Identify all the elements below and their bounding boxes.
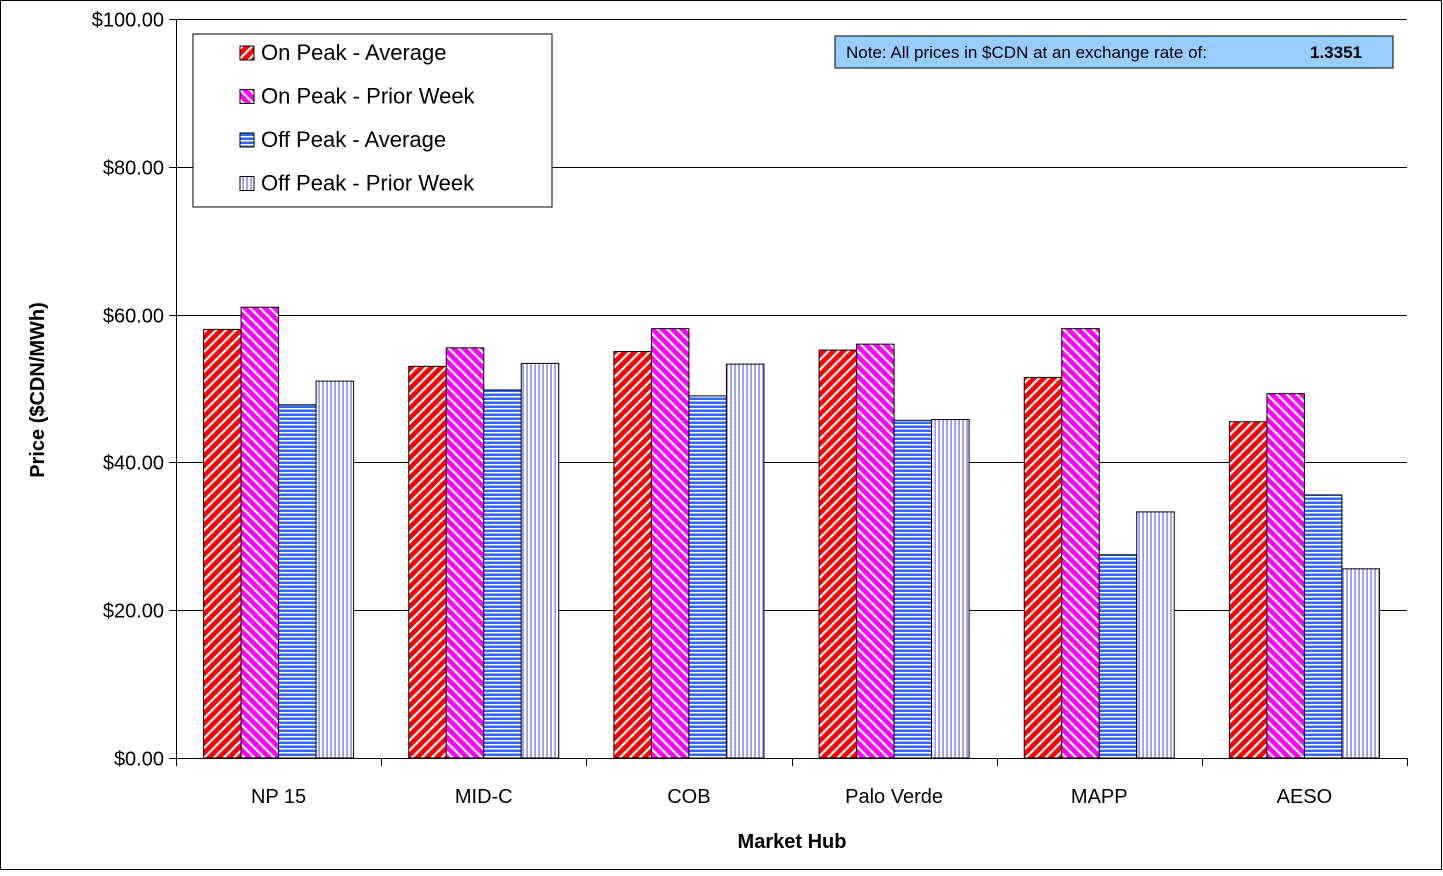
bar-off-peak-average-mid-c [483, 389, 522, 759]
legend-swatch [239, 89, 255, 104]
legend-label: On Peak - Prior Week [261, 84, 476, 109]
bar-on-peak-prior-week-aeso [1266, 393, 1305, 759]
bar-off-peak-prior-week-cob [725, 363, 765, 759]
y-tick-label: $40.00 [103, 453, 164, 475]
note-box: Note: All prices in $CDN at an exchange … [834, 35, 1394, 69]
legend-label: On Peak - Average [261, 40, 447, 65]
bar-on-peak-average-palo-verde [818, 349, 858, 759]
x-tick-label: MID-C [455, 786, 513, 808]
x-axis-title: Market Hub [738, 831, 847, 853]
note-exchange-rate: 1.3351 [1310, 43, 1362, 62]
y-axis-title: Price ($CDN/MWh) [27, 302, 49, 478]
gridlines [176, 19, 1407, 611]
bar-off-peak-average-cob [688, 395, 727, 759]
legend-label: Off Peak - Prior Week [261, 171, 475, 196]
bar-on-peak-average-mapp [1023, 376, 1063, 759]
note-background [834, 35, 1394, 69]
note-text: Note: All prices in $CDN at an exchange … [846, 43, 1207, 62]
legend-label: Off Peak - Average [261, 127, 446, 152]
bar-on-peak-prior-week-cob [650, 328, 690, 759]
x-tick-label: COB [667, 786, 710, 808]
legend-swatch [239, 45, 255, 61]
bar-off-peak-average-np-15 [278, 404, 317, 759]
bar-on-peak-average-cob [613, 351, 652, 759]
bar-on-peak-prior-week-mid-c [445, 347, 485, 759]
bar-on-peak-prior-week-mapp [1061, 328, 1100, 759]
bar-on-peak-prior-week-np-15 [240, 306, 280, 759]
bar-off-peak-average-mapp [1098, 554, 1138, 759]
bar-off-peak-prior-week-mid-c [520, 362, 560, 759]
y-tick-label: $0.00 [114, 749, 164, 771]
bar-off-peak-prior-week-np-15 [315, 380, 355, 759]
legend: On Peak - Average On Peak - Prior Week Off… [192, 33, 553, 208]
y-tick-label: $20.00 [103, 601, 164, 623]
bar-off-peak-average-palo-verde [893, 419, 933, 759]
bar-on-peak-average-mid-c [408, 365, 447, 759]
bar-on-peak-average-aeso [1228, 421, 1268, 759]
y-tick-label: $60.00 [103, 306, 164, 328]
bar-off-peak-prior-week-mapp [1136, 511, 1175, 759]
bar-off-peak-prior-week-palo-verde [931, 419, 970, 759]
bar-off-peak-average-aeso [1303, 494, 1343, 759]
bar-on-peak-average-np-15 [203, 328, 242, 759]
bar-on-peak-prior-week-palo-verde [856, 343, 895, 759]
y-tick-label: $80.00 [103, 158, 164, 180]
x-tick-label: AESO [1277, 786, 1333, 808]
bars [203, 306, 1380, 759]
axes [169, 19, 1408, 766]
axis-labels: $0.00 $20.00 $40.00 $60.00 $80.00 $100.00 NP 1… [92, 10, 1333, 809]
legend-swatch [239, 176, 255, 191]
legend-swatch [239, 132, 255, 148]
bar-off-peak-prior-week-aeso [1341, 568, 1380, 759]
x-tick-label: NP 15 [251, 786, 306, 808]
y-tick-label: $100.00 [92, 10, 164, 32]
x-tick-label: MAPP [1071, 786, 1128, 808]
x-tick-label: Palo Verde [845, 786, 943, 808]
